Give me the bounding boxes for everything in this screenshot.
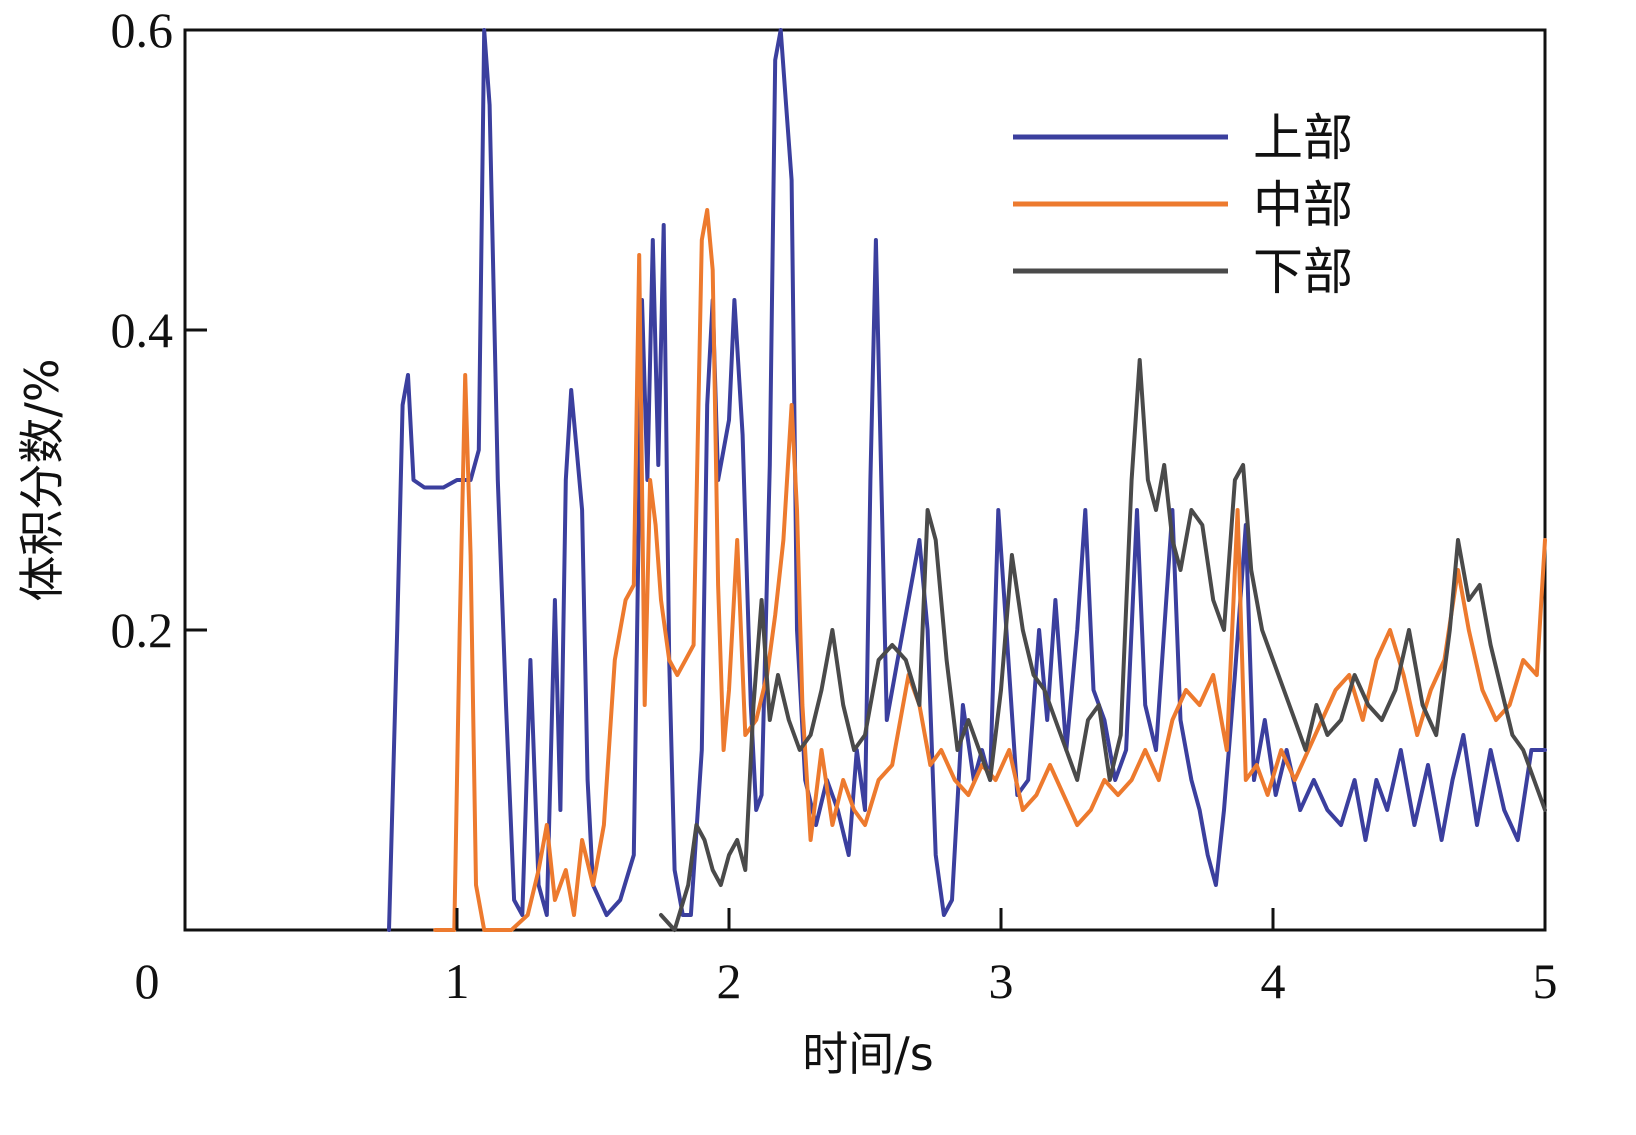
x-tick-label-0: 0 [135,953,160,1009]
x-tick-label-4: 4 [1261,953,1286,1009]
series-line-2 [659,358,1547,932]
y-tick-label-1: 0.4 [111,302,174,358]
y-axis-ticks: 0.2 0.4 0.6 [111,2,207,658]
series-line-0 [387,28,1547,932]
y-axis-label: 体积分数/% [15,358,69,601]
x-axis-label: 时间/s [802,1027,933,1081]
y-tick-label-0: 0.2 [111,602,174,658]
y-tick-label-2: 0.6 [111,2,174,58]
legend-label-2: 下部 [1253,243,1353,301]
legend-label-1: 中部 [1253,176,1353,234]
x-tick-label-2: 2 [717,953,742,1009]
x-tick-label-3: 3 [989,953,1014,1009]
series-layer [387,28,1547,932]
series-line-1 [433,208,1547,932]
x-tick-label-1: 1 [445,953,470,1009]
legend-label-0: 上部 [1253,109,1353,167]
x-axis-ticks: 0 1 2 3 4 5 [135,908,1558,1009]
plot-frame [183,28,1547,932]
x-tick-label-5: 5 [1533,953,1558,1009]
